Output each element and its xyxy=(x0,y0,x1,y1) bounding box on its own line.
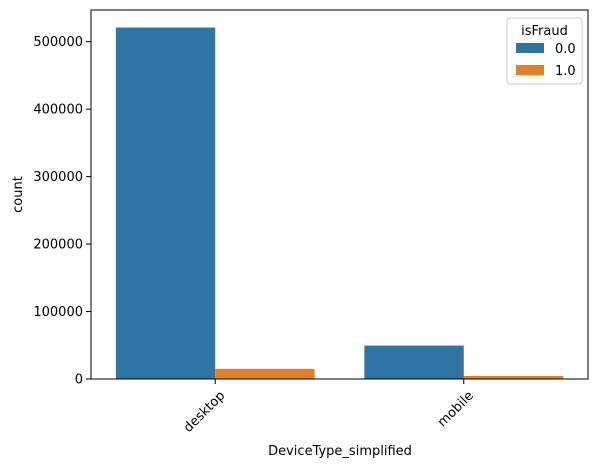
y-axis-ticks: 0 100000 200000 300000 400000 500000 xyxy=(33,35,91,387)
y-tick-label: 400000 xyxy=(33,103,83,118)
y-tick-label: 0 xyxy=(75,373,83,388)
x-axis-label: DeviceType_simplified xyxy=(268,444,412,459)
x-tick-label: desktop xyxy=(181,388,228,435)
legend-label-0.0: 0.0 xyxy=(555,42,576,57)
y-axis-label: count xyxy=(11,176,26,213)
legend-swatch-0.0 xyxy=(516,43,544,53)
y-tick-label: 300000 xyxy=(33,170,83,185)
legend-title: isFraud xyxy=(521,24,568,39)
legend-label-1.0: 1.0 xyxy=(555,64,576,79)
bar-mobile-series-0.0 xyxy=(364,346,463,379)
y-tick-label: 200000 xyxy=(33,238,83,253)
y-tick-label: 500000 xyxy=(33,35,83,50)
y-tick-label: 100000 xyxy=(33,305,83,320)
x-tick-label: mobile xyxy=(435,388,477,430)
bar-desktop-series-1.0 xyxy=(215,369,314,379)
legend-swatch-1.0 xyxy=(516,65,544,75)
x-axis-ticks: desktop mobile xyxy=(181,379,477,436)
bar-desktop-series-0.0 xyxy=(116,28,215,379)
legend: isFraud 0.0 1.0 xyxy=(507,18,582,84)
bars-layer xyxy=(116,28,563,379)
